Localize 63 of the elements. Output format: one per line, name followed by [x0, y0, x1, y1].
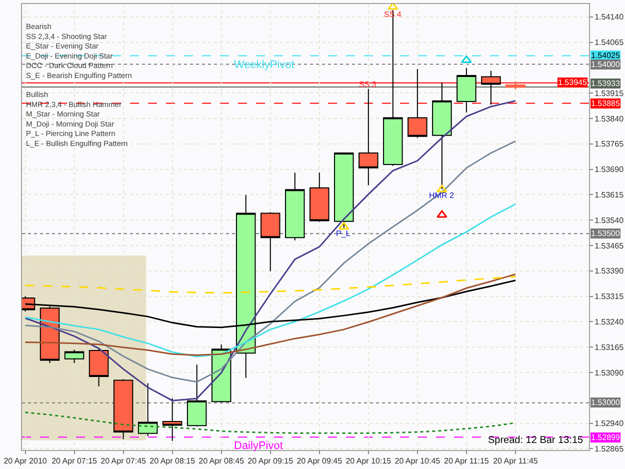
ref-line-label: 1.53000 — [591, 398, 620, 407]
line-series — [24, 203, 516, 358]
point — [338, 222, 350, 230]
point — [461, 55, 472, 63]
y-tick-label: 1.53090 — [594, 368, 624, 378]
ref-line-label: 1.53945 — [558, 78, 588, 87]
x-tick-label: 20 Apr 07:45 — [100, 456, 147, 466]
y-tick-label: 1.53690 — [594, 165, 624, 174]
ref-line-label: 1.53933 — [591, 79, 620, 88]
y-tick-label: 1.53390 — [594, 266, 624, 276]
x-tick-label: 20 Apr 09:45 — [296, 456, 343, 466]
ref-line-label: 1.52899 — [591, 433, 620, 442]
annotation: DailyPivot — [234, 440, 283, 452]
x-tick-label: 20 Apr 11:45 — [493, 456, 538, 466]
y-tick-label: 1.53165 — [594, 342, 624, 352]
y-tick-label: 1.52940 — [594, 419, 624, 428]
candlestick — [64, 349, 84, 364]
y-tick-label: 1.53240 — [594, 317, 624, 326]
x-tick-label: 20 Apr 2010 — [4, 456, 48, 466]
y-tick-label: 1.53915 — [594, 88, 624, 98]
point — [436, 210, 448, 218]
x-tick-label: 20 Apr 07:15 — [52, 456, 98, 466]
line-series — [24, 140, 516, 383]
x-tick-label: 20 Apr 10:15 — [346, 456, 392, 466]
point — [436, 184, 448, 192]
y-tick-label: 1.54140 — [594, 12, 624, 22]
candlestick — [481, 70, 501, 106]
y-tick-label: 1.53840 — [594, 114, 624, 124]
candlestick — [186, 364, 207, 428]
y-tick-label: 1.53765 — [594, 140, 624, 149]
ref-line-label: 1.54000 — [591, 60, 620, 69]
line-series — [24, 273, 516, 356]
ref-line-label: 1.53885 — [591, 99, 620, 108]
candlestick — [162, 398, 182, 442]
x-tick-label: 20 Apr 08:15 — [150, 456, 196, 466]
x-tick-label: 20 Apr 11:15 — [444, 456, 490, 466]
annotation: WeeklyPivot — [234, 59, 294, 71]
y-tick-label: 1.52865 — [594, 444, 624, 454]
y-tick-label: 1.54065 — [594, 38, 624, 48]
candlestick — [358, 88, 378, 186]
candlestick — [334, 152, 354, 228]
candlestick — [310, 172, 330, 222]
candlestick — [383, 10, 403, 166]
line-series — [24, 276, 516, 294]
y-tick-label: 1.53615 — [594, 190, 624, 200]
y-tick-label: 1.53315 — [594, 292, 624, 302]
line-series — [24, 100, 516, 402]
y-tick-label: 1.53540 — [594, 216, 624, 225]
candlestick — [138, 382, 158, 437]
y-tick-label: 1.53465 — [594, 241, 624, 250]
x-tick-label: 20 Apr 10:45 — [394, 456, 441, 466]
candlestick — [88, 348, 109, 387]
candlestick — [456, 68, 476, 113]
x-tick-label: 20 Apr 08:45 — [198, 456, 245, 466]
annotation: Spread: 12 Bar 13:15 — [488, 435, 584, 446]
candlestick — [285, 172, 305, 241]
ref-line-label: 1.54025 — [591, 51, 620, 60]
ref-line-label: 1.53500 — [591, 229, 620, 238]
candlestick — [260, 212, 280, 272]
candlestick — [113, 378, 134, 440]
candlestick — [408, 68, 428, 138]
x-tick-label: 20 Apr 09:15 — [248, 456, 294, 466]
annotation: P_L — [336, 229, 351, 238]
